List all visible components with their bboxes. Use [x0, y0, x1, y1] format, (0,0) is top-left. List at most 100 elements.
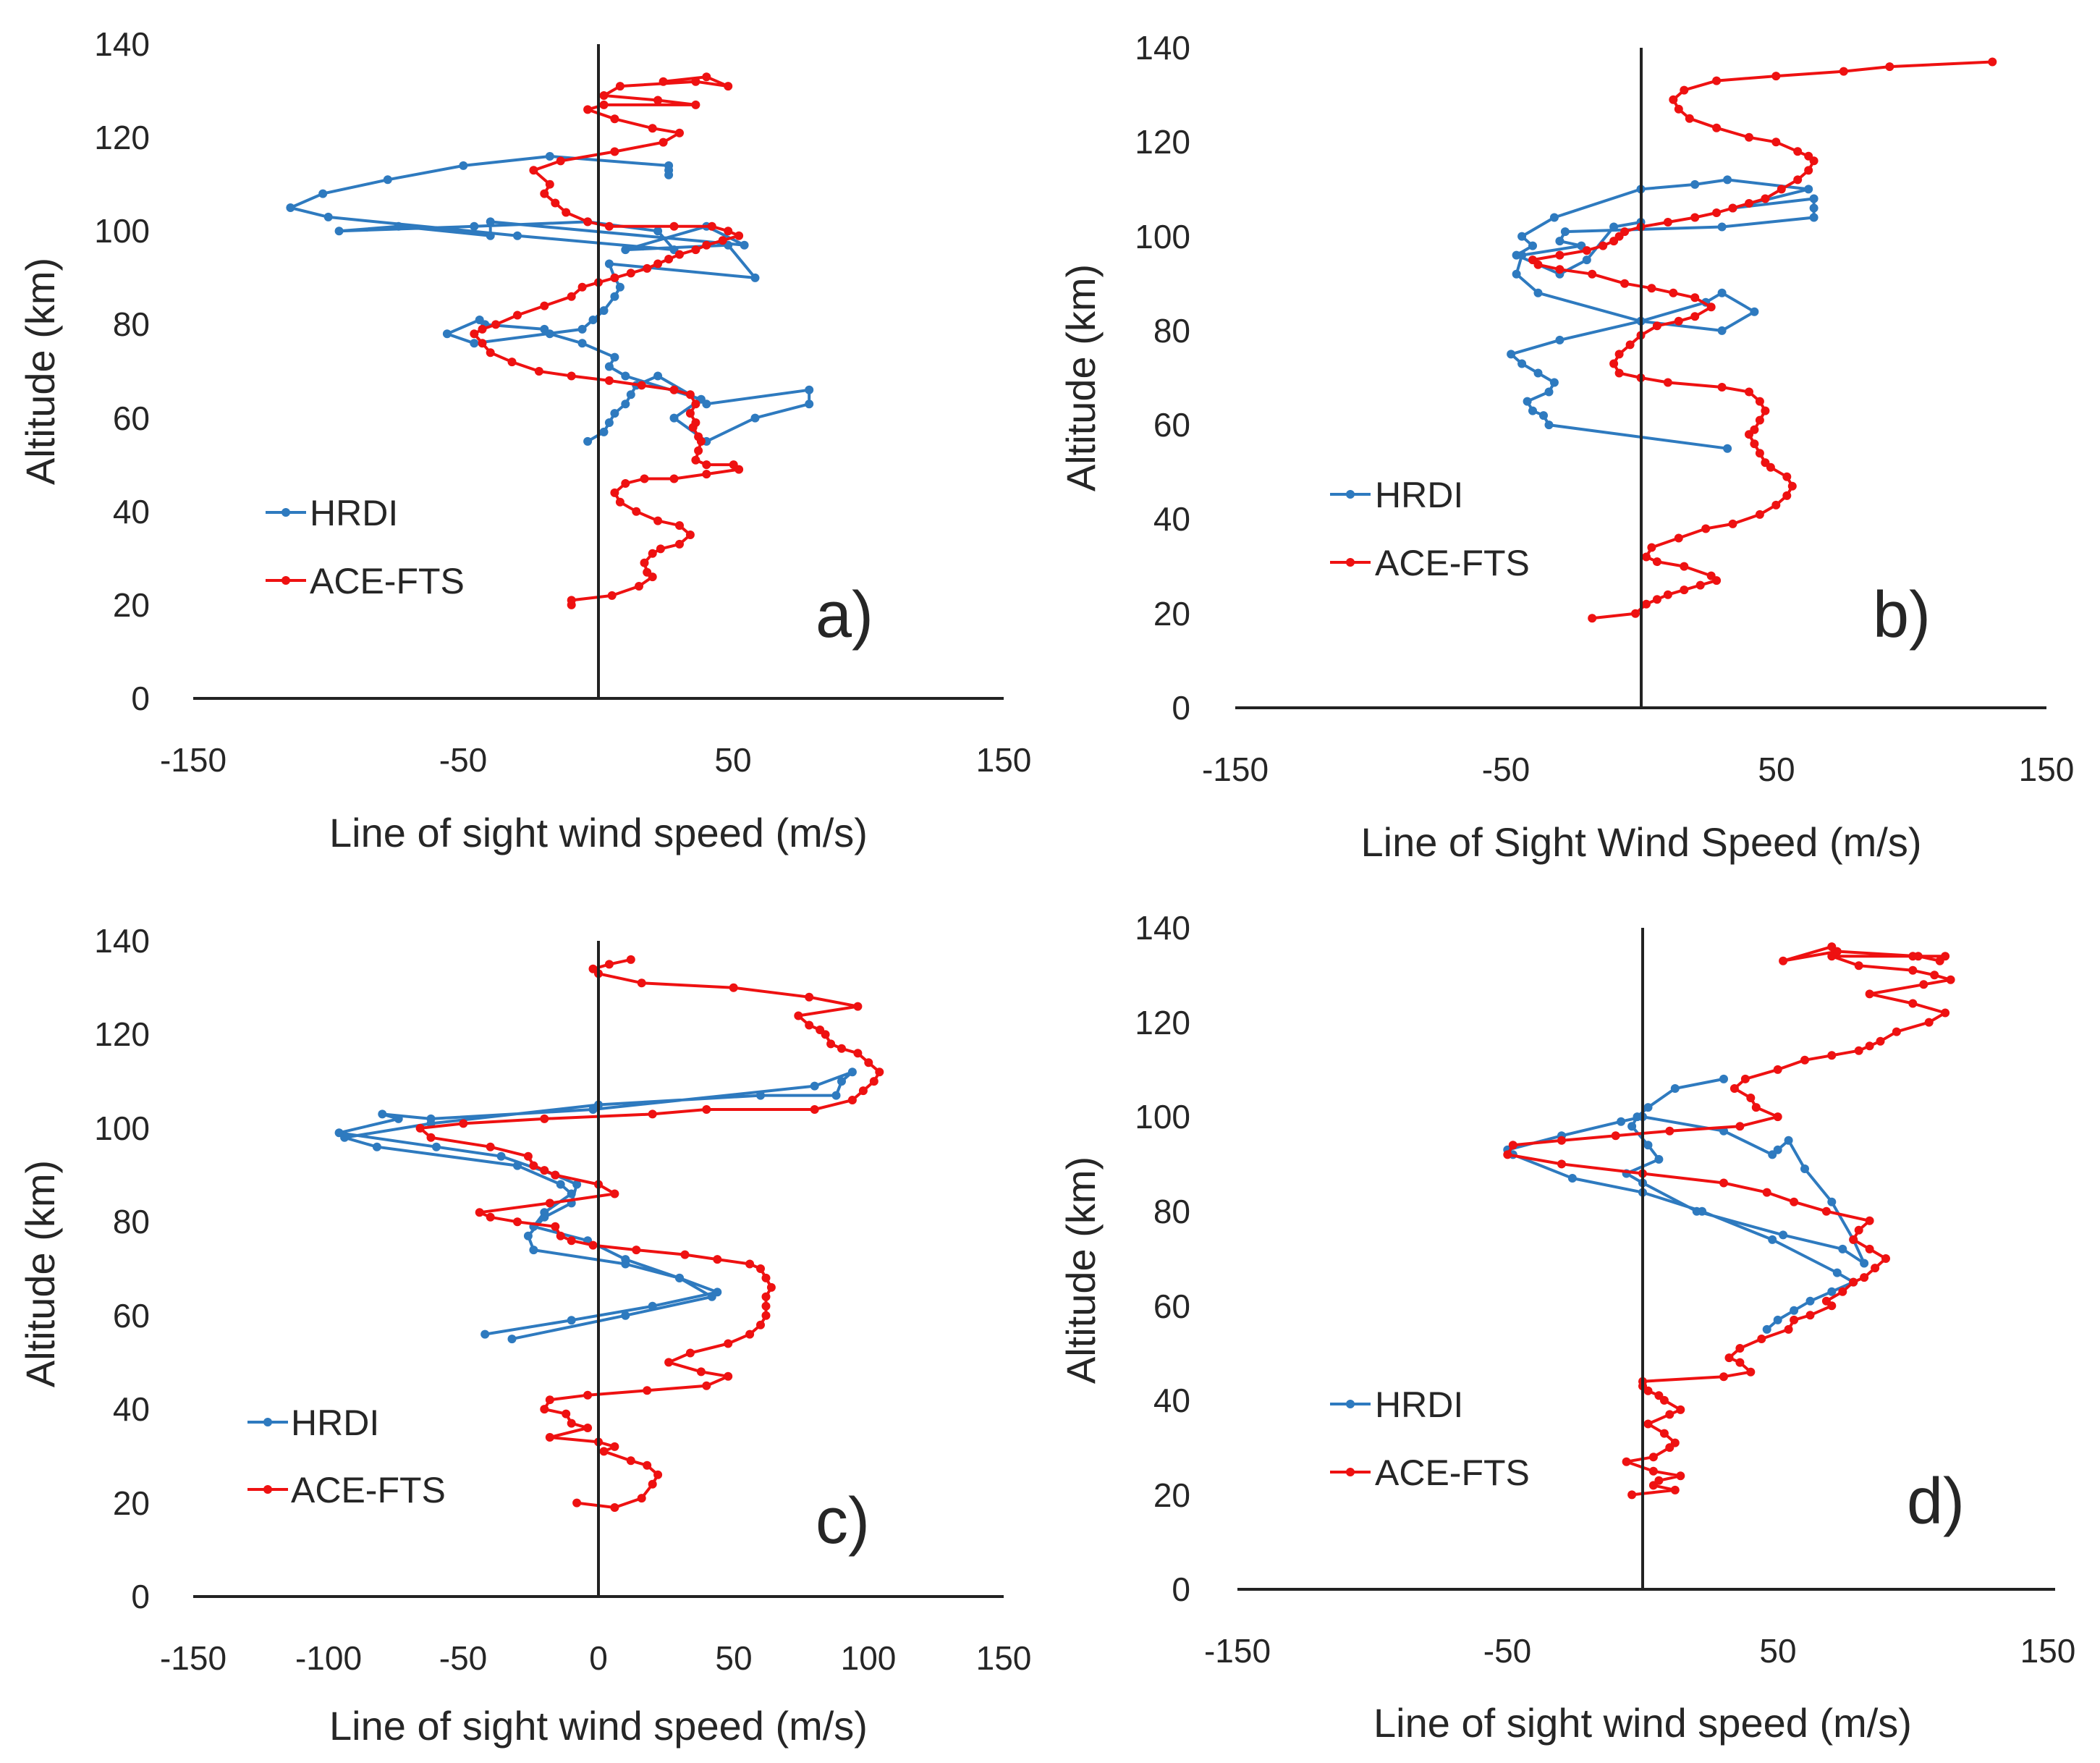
panel-c-label: c) — [816, 1485, 870, 1557]
panel-c-legend-hrdi-label: HRDI — [291, 1403, 379, 1443]
panel-b-ace-fts-point — [1669, 95, 1678, 104]
panel-c-ace-fts-point — [761, 1311, 771, 1320]
panel-c-ace-fts-point — [761, 1273, 771, 1282]
panel-c-ace-fts-point — [604, 960, 614, 969]
panel-c-ace-fts-point — [540, 1405, 549, 1414]
panel-a-ace-fts-point — [567, 292, 576, 301]
panel-b-ace-fts-point — [1712, 208, 1722, 217]
panel-a-ace-fts-point — [640, 474, 649, 483]
panel-d-ace-fts-point — [1654, 1476, 1664, 1485]
panel-a-hrdi-point — [475, 316, 484, 324]
panel-c-xtick-150: 150 — [976, 1639, 1032, 1677]
panel-d-ace-fts-point — [1865, 1244, 1874, 1253]
panel-a-ace-fts-point — [486, 348, 495, 358]
panel-d-ace-fts-point — [1648, 1466, 1658, 1476]
panel-b-hrdi-point — [1523, 397, 1532, 406]
panel-c-ace-fts-point — [588, 964, 598, 973]
panel-d-ace-fts-point — [1827, 942, 1837, 952]
panel-c-ace-fts-point — [426, 1133, 436, 1142]
panel-b-ace-fts-point — [1588, 614, 1597, 623]
panel-d-hrdi-point — [1567, 1174, 1577, 1183]
panel-a-ace-fts-point — [632, 507, 641, 516]
panel-a-hrdi-point — [318, 189, 328, 198]
panel-a-ace-fts-point — [583, 105, 593, 114]
panel-b-hrdi-point — [1533, 368, 1543, 378]
panel-a-ace-fts-point — [567, 596, 576, 605]
panel-c-ace-fts-point — [545, 1198, 554, 1208]
panel-c-ace-fts-point — [459, 1119, 468, 1128]
panel-b-ace-fts-point — [1652, 595, 1661, 604]
panel-c-ace-fts-point — [643, 1386, 652, 1395]
panel-a-ace-fts-point — [551, 198, 560, 208]
panel-b-hrdi-point — [1809, 213, 1819, 222]
panel-c-ace-fts-point — [545, 1395, 554, 1405]
panel-a-ace-fts-point — [669, 385, 679, 394]
panel-a: 0 20 40 60 80 100 120 140 -150 -50 50 15… — [17, 25, 1031, 855]
panel-c-ace-fts-point — [486, 1212, 495, 1222]
panel-b-ace-fts-point — [1652, 321, 1661, 331]
panel-c-ace-fts-point — [745, 1259, 755, 1269]
panel-a-xtick-minus50: -50 — [439, 741, 487, 779]
panel-c-hrdi-point — [496, 1151, 506, 1161]
panel-d-ace-fts-point — [1719, 1178, 1728, 1188]
panel-a-hrdi-point — [805, 399, 814, 409]
panel-c-ytick-120: 120 — [94, 1015, 150, 1053]
panel-a-hrdi-point — [610, 352, 619, 362]
panel-a-ace-fts-point — [707, 221, 716, 231]
panel-c-hrdi-point — [707, 1292, 716, 1301]
panel-c-hrdi-point — [480, 1329, 490, 1339]
panel-c-hrdi-point — [567, 1189, 576, 1198]
panel-b-ace-fts-point — [1614, 350, 1624, 359]
panel-a-ace-fts-point — [691, 418, 700, 427]
panel-d-ace-fts-point — [1627, 1490, 1637, 1500]
panel-a-ace-fts-point — [675, 521, 684, 530]
panel-b-hrdi-point — [1533, 288, 1543, 297]
panel-c-ace-fts-point — [610, 1189, 619, 1198]
panel-d-ace-fts-point — [1665, 1126, 1675, 1136]
panel-d-ace-fts-point — [1784, 1324, 1793, 1334]
panel-a-hrdi-point — [653, 227, 663, 236]
panel-b-ace-fts-point — [1745, 387, 1753, 397]
panel-a-ace-fts-point — [691, 399, 700, 409]
panel-b-hrdi-point — [1809, 203, 1819, 213]
panel-a-ace-fts-point — [637, 381, 646, 390]
panel-a-hrdi-point — [599, 427, 609, 436]
panel-d-ace-fts-point — [1881, 1254, 1890, 1263]
panel-b-ace-fts-point — [1712, 123, 1722, 132]
panel-c-hrdi-point — [540, 1208, 549, 1217]
panel-c-hrdi-point — [831, 1091, 841, 1100]
panel-a-legend: HRDI ACE-FTS — [266, 493, 465, 601]
panel-c-ace-fts-point — [486, 1142, 495, 1151]
panel-c-hrdi-point — [513, 1161, 522, 1170]
panel-a-ace-fts-point — [702, 470, 711, 479]
panel-a-ace-fts-point — [562, 208, 571, 217]
panel-b-hrdi-point — [1717, 288, 1727, 297]
panel-b-ace-fts-point — [1755, 510, 1764, 519]
panel-d-ace-fts-point — [1735, 1122, 1745, 1131]
panel-b-hrdi-point — [1609, 222, 1619, 232]
panel-a-ace-fts-point — [599, 91, 609, 100]
panel-c-ace-fts-point — [653, 1470, 663, 1479]
panel-c-hrdi-point — [572, 1180, 582, 1189]
panel-c-ace-fts-point — [475, 1208, 484, 1217]
panel-c-hrdi-point — [621, 1255, 630, 1264]
panel-d-ace-fts-point — [1849, 1277, 1858, 1287]
panel-a-xtick-150: 150 — [976, 741, 1032, 779]
panel-c-ytick-60: 60 — [113, 1297, 150, 1335]
panel-d-hrdi-point — [1719, 1074, 1728, 1083]
panel-d-ace-fts-point — [1729, 1084, 1739, 1093]
panel-b-ace-fts-point — [1647, 543, 1656, 552]
panel-a-ace-fts-line — [473, 75, 741, 605]
panel-a-hrdi-point — [383, 175, 392, 185]
panel-d-hrdi-point — [1784, 1136, 1793, 1145]
panel-a-ace-fts-point — [534, 367, 543, 376]
panel-d-hrdi-point — [1654, 1154, 1664, 1164]
panel-c-xtick-0: 0 — [589, 1639, 608, 1677]
panel-b-ace-fts-point — [1804, 151, 1813, 161]
panel-b-hrdi-point — [1809, 194, 1819, 203]
panel-d-hrdi-point — [1827, 1197, 1837, 1206]
panel-b-ace-fts-point — [1793, 147, 1803, 156]
panel-c-ace-fts-point — [837, 1044, 846, 1053]
panel-a-legend-hrdi-marker — [281, 508, 290, 517]
panel-d-ace-fts-point — [1913, 952, 1923, 961]
